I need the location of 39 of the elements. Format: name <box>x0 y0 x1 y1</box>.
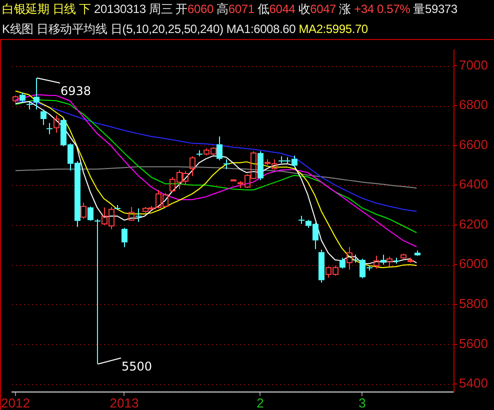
candlestick <box>80 202 86 220</box>
x-tick-label: 2013 <box>110 395 139 410</box>
candlestick <box>20 92 26 104</box>
candlestick <box>298 215 304 224</box>
chart-title: 白银延期 日线 下 20130313 周三 开6060 高6071 低6044 收6047 涨 +34 0.57% 量59373 <box>2 2 458 16</box>
y-tick-label: 5600 <box>459 336 488 351</box>
candlestick <box>26 102 32 110</box>
candlestick <box>122 227 128 248</box>
candlestick <box>88 206 94 222</box>
y-tick-label: 6000 <box>459 256 488 272</box>
candlestick <box>346 246 352 270</box>
candlestick <box>318 249 324 284</box>
candlestick <box>374 255 380 270</box>
y-tick-label: 5800 <box>459 296 488 312</box>
y-tick-label: 5400 <box>459 376 488 391</box>
candlestick <box>414 250 420 256</box>
candlestick <box>34 78 40 110</box>
candlestick <box>40 108 46 126</box>
y-tick-label: 6800 <box>459 97 488 112</box>
candlestick <box>190 156 196 177</box>
candlestick <box>94 218 100 365</box>
candlestick <box>340 257 346 270</box>
candlestick <box>46 122 52 135</box>
candlestick <box>394 257 400 264</box>
chart-subtitle: K线图 日移动平均线 日(5,10,20,25,50,240) MA1:6008.60 MA2:5995.70 <box>2 22 368 36</box>
annotation: 6938 <box>60 84 92 98</box>
candlestick <box>114 204 120 210</box>
y-tick-label: 6400 <box>459 176 488 192</box>
x-tick-label: 3 <box>358 395 366 410</box>
annotation: 5500 <box>122 359 152 374</box>
x-tick-label: 2 <box>256 395 264 410</box>
y-tick-label: 6600 <box>459 136 488 152</box>
y-tick-label: 6200 <box>459 216 488 232</box>
candlestick <box>136 208 142 222</box>
x-tick-label: 2012 <box>1 395 30 410</box>
candlestick <box>380 254 386 266</box>
y-tick-label: 7000 <box>459 57 488 72</box>
candlestick <box>224 158 230 170</box>
candlestick <box>216 136 222 161</box>
